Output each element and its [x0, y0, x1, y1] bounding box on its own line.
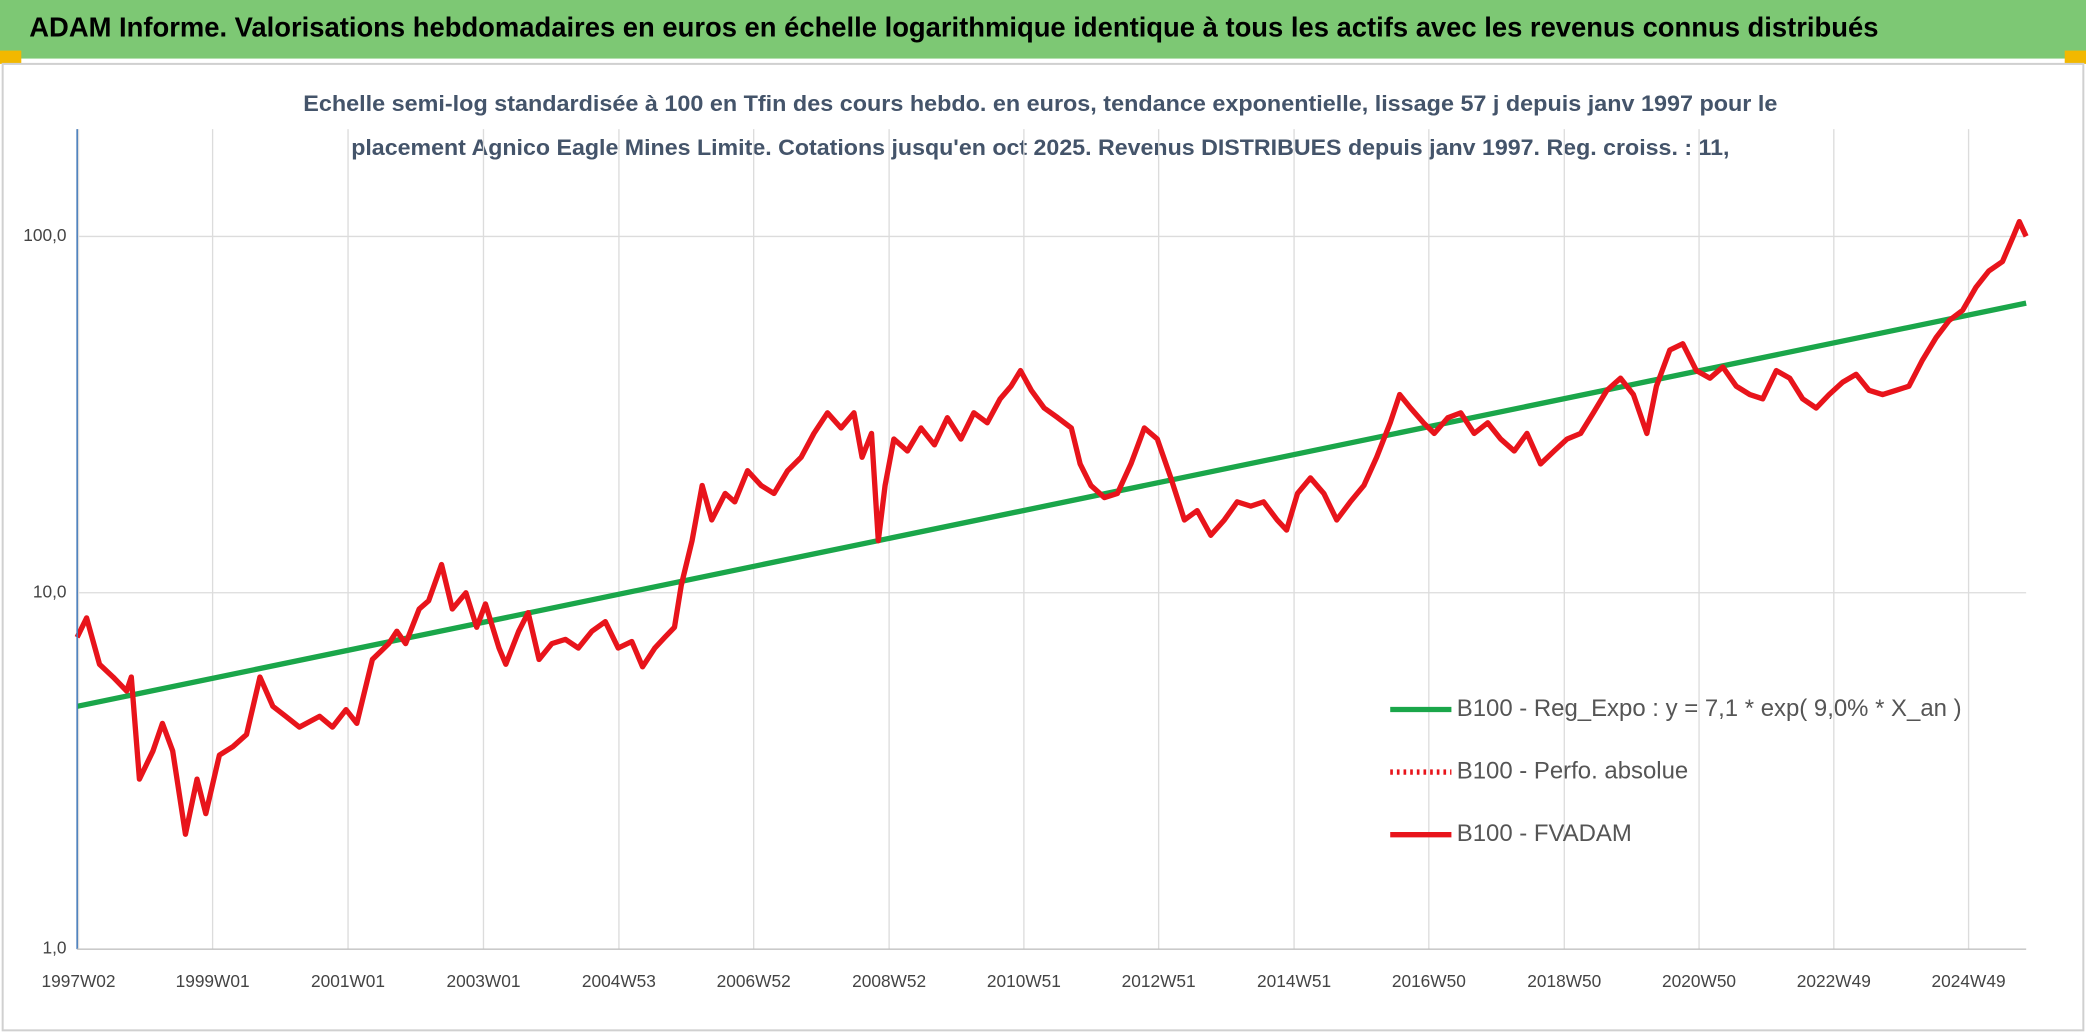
header-bar	[0, 0, 2086, 59]
x-tick-label: 2014W51	[1257, 971, 1331, 991]
chart-frame	[1, 62, 2085, 1032]
corner-mark	[2064, 50, 2086, 64]
corner-mark	[0, 50, 22, 64]
x-tick-label: 2006W52	[717, 971, 791, 991]
page-title: ADAM Informe. Valorisations hebdomadaire…	[29, 12, 1878, 43]
x-tick-label: 1999W01	[176, 971, 250, 991]
y-tick-label: 10,0	[33, 581, 67, 601]
x-tick-label: 2024W49	[1932, 971, 2006, 991]
chart-subtitle: placement Agnico Eagle Mines Limite. Cot…	[351, 135, 1729, 160]
x-tick-label: 2003W01	[446, 971, 520, 991]
x-tick-label: 2018W50	[1527, 971, 1601, 991]
legend-label: B100 - Perfo. absolue	[1457, 757, 1688, 784]
x-tick-label: 2008W52	[852, 971, 926, 991]
legend-label: B100 - Reg_Expo : y = 7,1 * exp( 9,0% * …	[1457, 695, 1962, 722]
x-tick-label: 2004W53	[582, 971, 656, 991]
y-tick-label: 1,0	[42, 938, 66, 958]
x-tick-label: 2001W01	[311, 971, 385, 991]
x-tick-label: 2022W49	[1797, 971, 1871, 991]
legend-label: B100 - FVADAM	[1457, 820, 1632, 847]
x-tick-label: 2010W51	[987, 971, 1061, 991]
x-tick-label: 2020W50	[1662, 971, 1736, 991]
chart-subtitle: Echelle semi-log standardisée à 100 en T…	[303, 91, 1777, 116]
x-tick-label: 1997W02	[42, 971, 116, 991]
plot-area	[74, 218, 2029, 837]
x-tick-label: 2016W50	[1392, 971, 1466, 991]
series-line	[74, 218, 2029, 837]
grid	[77, 129, 2027, 950]
y-tick-label: 100,0	[23, 225, 66, 245]
x-tick-label: 2012W51	[1122, 971, 1196, 991]
